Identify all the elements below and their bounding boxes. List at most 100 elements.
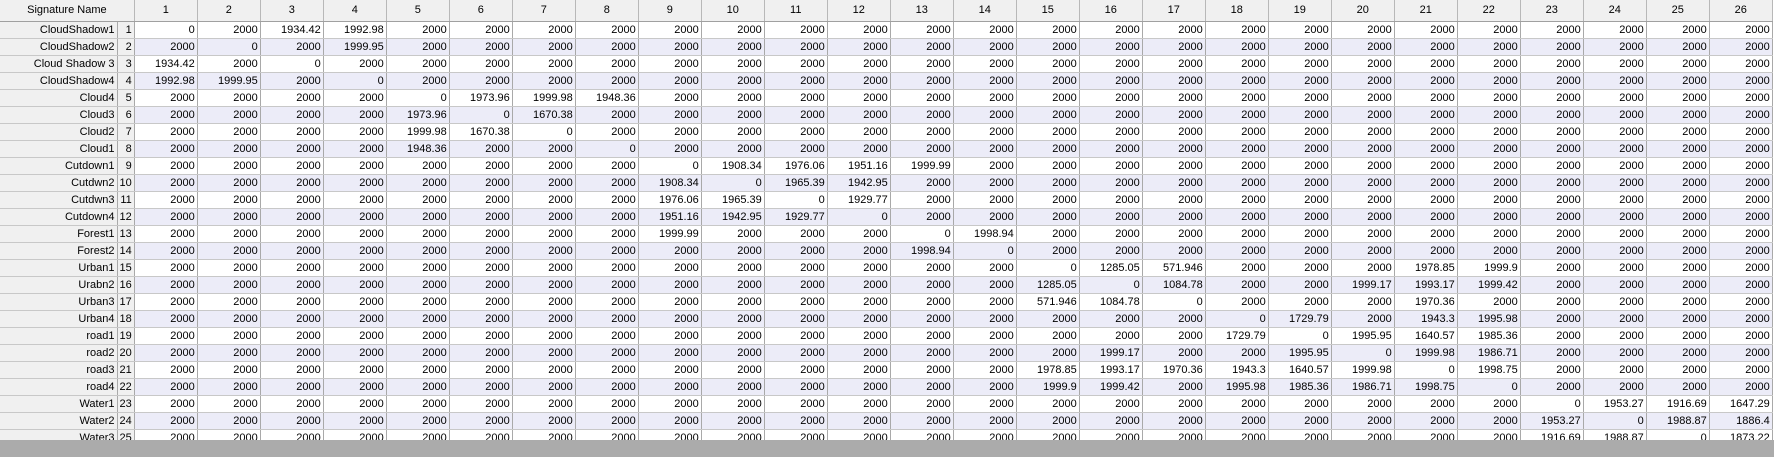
distance-cell[interactable]: 2000	[890, 412, 954, 430]
distance-cell[interactable]: 1970.36	[1142, 361, 1206, 379]
distance-cell[interactable]: 2000	[1394, 106, 1458, 124]
distance-cell[interactable]: 2000	[449, 21, 513, 39]
distance-cell[interactable]: 1999.9	[1457, 259, 1521, 277]
distance-cell[interactable]: 2000	[1268, 276, 1332, 294]
distance-cell[interactable]: 2000	[1583, 174, 1647, 192]
distance-cell[interactable]: 2000	[1142, 429, 1206, 440]
distance-cell[interactable]: 1998.94	[890, 242, 954, 260]
distance-cell[interactable]: 2000	[134, 157, 198, 175]
distance-cell[interactable]: 2000	[1583, 123, 1647, 141]
distance-cell[interactable]: 0	[1268, 327, 1332, 345]
distance-cell[interactable]: 2000	[890, 55, 954, 73]
distance-cell[interactable]: 2000	[1457, 242, 1521, 260]
distance-cell[interactable]: 2000	[638, 327, 702, 345]
distance-cell[interactable]: 1978.85	[1016, 361, 1080, 379]
distance-cell[interactable]: 1929.77	[827, 191, 891, 209]
distance-cell[interactable]: 2000	[1268, 55, 1332, 73]
distance-cell[interactable]: 2000	[638, 72, 702, 90]
distance-cell[interactable]: 2000	[1016, 429, 1080, 440]
distance-cell[interactable]: 2000	[197, 21, 261, 39]
distance-cell[interactable]: 2000	[1079, 140, 1143, 158]
distance-cell[interactable]: 2000	[890, 38, 954, 56]
distance-cell[interactable]: 2000	[1079, 106, 1143, 124]
distance-cell[interactable]: 2000	[1016, 140, 1080, 158]
distance-cell[interactable]: 2000	[1331, 174, 1395, 192]
distance-cell[interactable]: 1988.87	[1583, 429, 1647, 440]
distance-cell[interactable]: 0	[260, 55, 324, 73]
distance-cell[interactable]: 2000	[512, 344, 576, 362]
distance-cell[interactable]: 2000	[1709, 72, 1773, 90]
distance-cell[interactable]: 2000	[260, 174, 324, 192]
distance-cell[interactable]: 2000	[764, 89, 828, 107]
distance-cell[interactable]: 2000	[449, 344, 513, 362]
distance-cell[interactable]: 2000	[1268, 38, 1332, 56]
distance-cell[interactable]: 2000	[1268, 123, 1332, 141]
distance-cell[interactable]: 2000	[638, 38, 702, 56]
distance-cell[interactable]: 2000	[1583, 225, 1647, 243]
distance-cell[interactable]: 2000	[1142, 378, 1206, 396]
distance-cell[interactable]: 2000	[1016, 55, 1080, 73]
distance-cell[interactable]: 2000	[1394, 225, 1458, 243]
distance-cell[interactable]: 1999.98	[512, 89, 576, 107]
distance-cell[interactable]: 2000	[1583, 293, 1647, 311]
distance-cell[interactable]: 2000	[575, 208, 639, 226]
distance-cell[interactable]: 2000	[638, 344, 702, 362]
distance-cell[interactable]: 2000	[260, 344, 324, 362]
distance-cell[interactable]: 2000	[386, 310, 450, 328]
row-signature-name[interactable]: Forest1	[0, 225, 118, 243]
distance-cell[interactable]: 0	[323, 72, 387, 90]
distance-cell[interactable]: 1916.69	[1646, 395, 1710, 413]
row-index[interactable]: 17	[117, 293, 135, 311]
distance-cell[interactable]: 2000	[1142, 157, 1206, 175]
distance-cell[interactable]: 2000	[1457, 72, 1521, 90]
distance-cell[interactable]: 2000	[1142, 123, 1206, 141]
table-row[interactable]: Forest2 14 2000 2000 2000 2000 2000 2000 2000 200…	[0, 242, 1773, 260]
column-header[interactable]: 2	[197, 0, 261, 22]
distance-cell[interactable]: 2000	[512, 208, 576, 226]
distance-cell[interactable]: 2000	[1079, 208, 1143, 226]
distance-cell[interactable]: 2000	[953, 395, 1017, 413]
distance-cell[interactable]: 2000	[1457, 174, 1521, 192]
table-row[interactable]: Cloud Shadow 3 3 1934.42 2000 0 2000 2000 2000 2…	[0, 55, 1773, 73]
distance-cell[interactable]: 2000	[386, 174, 450, 192]
distance-cell[interactable]: 1999.95	[197, 72, 261, 90]
distance-cell[interactable]: 2000	[638, 276, 702, 294]
row-index[interactable]: 1	[117, 21, 135, 39]
distance-cell[interactable]: 2000	[197, 106, 261, 124]
distance-cell[interactable]: 2000	[512, 395, 576, 413]
distance-cell[interactable]: 1995.95	[1331, 327, 1395, 345]
distance-cell[interactable]: 2000	[1646, 123, 1710, 141]
table-row[interactable]: Urban1 15 2000 2000 2000 2000 2000 2000 2000 2000…	[0, 259, 1773, 277]
distance-cell[interactable]: 2000	[260, 361, 324, 379]
distance-cell[interactable]: 2000	[638, 429, 702, 440]
distance-cell[interactable]: 2000	[827, 429, 891, 440]
distance-cell[interactable]: 1948.36	[386, 140, 450, 158]
row-index[interactable]: 16	[117, 276, 135, 294]
row-signature-name[interactable]: Cutdwn3	[0, 191, 118, 209]
distance-cell[interactable]: 2000	[134, 412, 198, 430]
row-signature-name[interactable]: Cutdwn2	[0, 174, 118, 192]
distance-cell[interactable]: 2000	[827, 259, 891, 277]
distance-cell[interactable]: 2000	[386, 327, 450, 345]
table-row[interactable]: CloudShadow2 2 2000 0 2000 1999.95 2000 2000 200…	[0, 38, 1773, 56]
row-index[interactable]: 15	[117, 259, 135, 277]
distance-cell[interactable]: 2000	[1520, 72, 1584, 90]
distance-cell[interactable]: 1943.3	[1205, 361, 1269, 379]
column-header[interactable]: 4	[323, 0, 387, 22]
distance-cell[interactable]: 2000	[1016, 89, 1080, 107]
distance-cell[interactable]: 2000	[1457, 191, 1521, 209]
table-row[interactable]: CloudShadow1 1 0 2000 1934.42 1992.98 2000 2000…	[0, 21, 1773, 39]
distance-cell[interactable]: 2000	[449, 259, 513, 277]
distance-cell[interactable]: 2000	[1016, 208, 1080, 226]
distance-cell[interactable]: 2000	[386, 72, 450, 90]
distance-cell[interactable]: 1953.27	[1583, 395, 1647, 413]
distance-cell[interactable]: 2000	[1709, 21, 1773, 39]
distance-cell[interactable]: 2000	[827, 106, 891, 124]
distance-cell[interactable]: 2000	[512, 327, 576, 345]
distance-cell[interactable]: 2000	[1583, 259, 1647, 277]
distance-cell[interactable]: 2000	[1016, 242, 1080, 260]
column-header[interactable]: 24	[1583, 0, 1647, 22]
distance-cell[interactable]: 2000	[1268, 89, 1332, 107]
column-header[interactable]: 10	[701, 0, 765, 22]
distance-cell[interactable]: 2000	[1709, 89, 1773, 107]
